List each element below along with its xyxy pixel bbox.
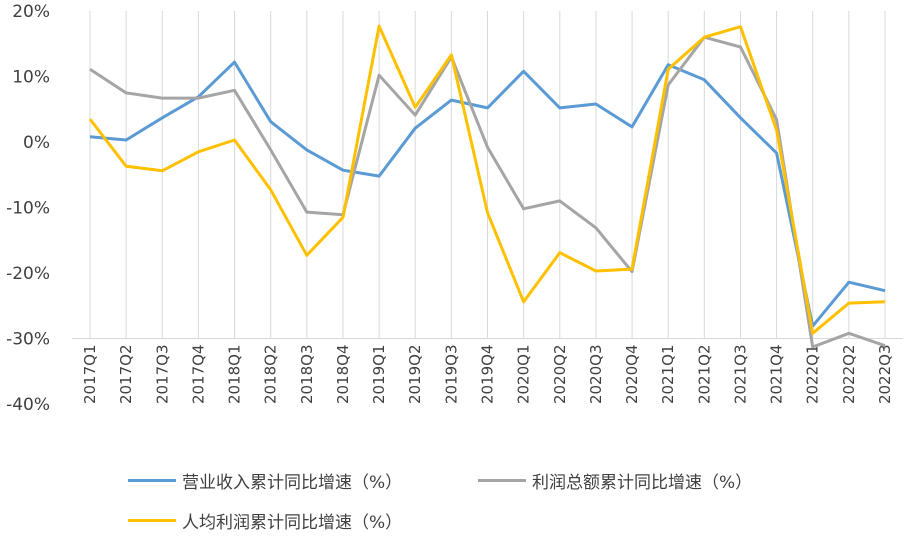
x-tick-label: 2022Q2 xyxy=(840,345,858,405)
legend-item-profit: 利润总额累计同比增速（%） xyxy=(478,468,752,493)
x-tick-label: 2020Q2 xyxy=(551,345,569,405)
x-tick-label: 2022Q1 xyxy=(804,345,822,405)
legend-label-revenue: 营业收入累计同比增速（%） xyxy=(182,473,403,493)
x-tick-label: 2019Q3 xyxy=(442,345,460,405)
x-tick-label: 2019Q4 xyxy=(479,345,497,405)
x-tick-label: 2018Q2 xyxy=(262,345,280,405)
x-tick-label: 2020Q4 xyxy=(623,345,641,405)
legend-item-revenue: 营业收入累计同比增速（%） xyxy=(128,468,402,493)
x-tick-label: 2020Q3 xyxy=(587,345,605,405)
x-tick-label: 2021Q4 xyxy=(768,345,786,405)
legend-swatch-profit xyxy=(478,479,526,482)
x-tick-label: 2020Q1 xyxy=(515,345,533,405)
y-tick-label: -10% xyxy=(6,199,50,219)
x-tick-label: 2017Q1 xyxy=(81,345,99,405)
x-tick-label: 2021Q3 xyxy=(731,345,749,405)
y-tick-label: -30% xyxy=(6,330,50,350)
legend-item-per-capita-profit: 人均利润累计同比增速（%） xyxy=(128,508,402,533)
x-tick-label: 2018Q1 xyxy=(226,345,244,405)
x-tick-label: 2018Q4 xyxy=(334,345,352,405)
x-tick-label: 2017Q4 xyxy=(189,345,207,405)
x-tick-label: 2021Q1 xyxy=(659,345,677,405)
x-tick-label: 2018Q3 xyxy=(298,345,316,405)
x-tick-label: 2022Q3 xyxy=(876,345,894,405)
x-tick-label: 2019Q1 xyxy=(370,345,388,405)
y-tick-label: -20% xyxy=(6,264,50,284)
y-tick-label: -40% xyxy=(6,395,50,415)
y-tick-label: 10% xyxy=(12,68,50,88)
line-chart: 2017Q1 2017Q2 2017Q3 2017Q4 2018Q1 2018Q2 2018… xyxy=(6,2,903,415)
x-tick-label: 2021Q2 xyxy=(695,345,713,405)
y-tick-label: 20% xyxy=(12,2,50,22)
y-tick-label: 0% xyxy=(23,133,50,153)
legend-swatch-revenue xyxy=(128,479,176,482)
legend-label-per-capita-profit: 人均利润累计同比增速（%） xyxy=(182,513,403,533)
x-tick-label: 2017Q3 xyxy=(153,345,171,405)
legend-swatch-per-capita-profit xyxy=(128,519,176,522)
x-tick-label: 2019Q2 xyxy=(406,345,424,405)
legend-label-profit: 利润总额累计同比增速（%） xyxy=(532,473,753,493)
x-tick-label: 2017Q2 xyxy=(117,345,135,405)
